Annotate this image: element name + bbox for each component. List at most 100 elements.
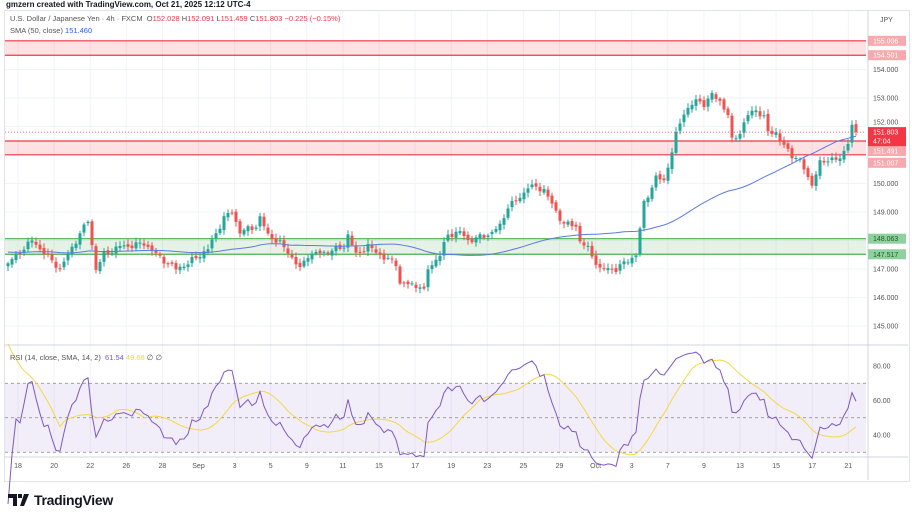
candle-body — [818, 160, 822, 176]
candle-body — [398, 266, 402, 284]
level-price-tag — [868, 233, 906, 244]
rsi-axis-label: 60.00 — [873, 398, 891, 405]
level-price-tag — [868, 50, 906, 61]
low-value: 151.459 — [220, 14, 248, 23]
rsi-band — [5, 383, 866, 453]
resistance-zone — [5, 40, 866, 56]
candle-body — [594, 255, 598, 265]
candle-body — [766, 113, 770, 132]
change-value: −0.225 (−0.15%) — [284, 14, 341, 23]
candle-body — [106, 250, 110, 255]
candle-body — [482, 235, 486, 238]
symbol-title[interactable]: U.S. Dollar / Japanese Yen · 4h · FXCM — [10, 14, 143, 23]
date-label: 11 — [339, 463, 346, 470]
candle-body — [198, 256, 202, 259]
candle-body — [462, 231, 466, 237]
candle-body — [662, 178, 666, 181]
candle-body — [734, 138, 738, 140]
candle-body — [262, 216, 266, 227]
level-price-tag — [868, 146, 906, 157]
candle-body — [66, 253, 70, 261]
currency-label: JPY — [880, 17, 893, 24]
candle-body — [74, 243, 78, 249]
candle-body — [674, 131, 678, 153]
rsi-label[interactable]: RSI (14, close, SMA, 14, 2) — [10, 353, 101, 362]
candle-body — [82, 224, 86, 233]
candle-body — [642, 201, 646, 228]
candle-body — [486, 235, 490, 237]
candle-body — [150, 245, 154, 252]
candle-body — [850, 124, 854, 143]
candle-body — [426, 269, 430, 288]
candle-body — [290, 254, 294, 258]
candle-body — [610, 268, 614, 270]
candle-body — [282, 240, 286, 248]
candle-body — [26, 241, 30, 250]
candle-body — [414, 284, 418, 288]
candle-body — [338, 244, 342, 250]
rsi-axis-label: 80.00 — [873, 364, 891, 371]
candle-body — [694, 99, 698, 106]
candle-body — [34, 241, 38, 245]
candle-body — [686, 107, 690, 115]
date-label: 15 — [772, 463, 780, 470]
symbol-legend: U.S. Dollar / Japanese Yen · 4h · FXCM O… — [10, 13, 340, 37]
candle-body — [630, 257, 634, 264]
candle-body — [514, 200, 518, 202]
candle-body — [570, 221, 574, 227]
sma-line — [7, 135, 857, 256]
sma-label[interactable]: SMA (50, close) — [10, 26, 63, 35]
candle-body — [118, 246, 122, 248]
candle-body — [358, 251, 362, 253]
candle-body — [654, 175, 658, 188]
level-price-label: 148.063 — [873, 236, 898, 243]
candle-body — [614, 268, 618, 272]
candle-body — [562, 222, 566, 224]
level-price-label: 155.006 — [873, 38, 898, 45]
close-label: C — [249, 14, 256, 23]
level-price-label: 151.491 — [873, 149, 898, 156]
date-label: 13 — [736, 463, 744, 470]
candle-body — [214, 233, 218, 239]
candle-body — [490, 232, 494, 235]
candle-body — [814, 174, 818, 186]
candle-body — [246, 226, 250, 232]
candle-body — [22, 249, 26, 253]
candle-body — [194, 255, 198, 259]
candle-body — [810, 175, 814, 186]
open-label: O — [146, 14, 153, 23]
candle-body — [410, 283, 414, 285]
candle-body — [730, 115, 734, 138]
candle-body — [350, 235, 354, 246]
candle-body — [162, 256, 166, 264]
candle-body — [854, 124, 858, 133]
candle-body — [650, 187, 654, 199]
candle-body — [178, 266, 182, 271]
candle-body — [50, 254, 54, 261]
candle-body — [474, 237, 478, 243]
candle-body — [822, 160, 826, 163]
candle-body — [110, 252, 114, 254]
candle-body — [102, 251, 106, 262]
candle-body — [158, 254, 162, 256]
candle-body — [498, 223, 502, 231]
date-label: 17 — [808, 463, 816, 470]
candle-body — [586, 245, 590, 247]
candle-body — [322, 251, 326, 253]
price-axis-label: 146.000 — [873, 295, 898, 302]
candle-body — [166, 263, 170, 265]
candle-body — [170, 262, 174, 264]
candle-body — [478, 234, 482, 239]
candle-body — [62, 261, 66, 268]
candle-body — [682, 114, 686, 123]
level-price-tag — [868, 249, 906, 260]
tradingview-logo[interactable]: TradingView — [8, 492, 113, 508]
candle-body — [706, 98, 710, 107]
high-value: 152.091 — [187, 14, 215, 23]
tradingview-logo-icon — [8, 494, 29, 506]
candle-body — [222, 216, 226, 231]
candle-body — [218, 228, 222, 234]
rsi-value: 61.54 — [105, 353, 124, 362]
candle-body — [558, 210, 562, 221]
